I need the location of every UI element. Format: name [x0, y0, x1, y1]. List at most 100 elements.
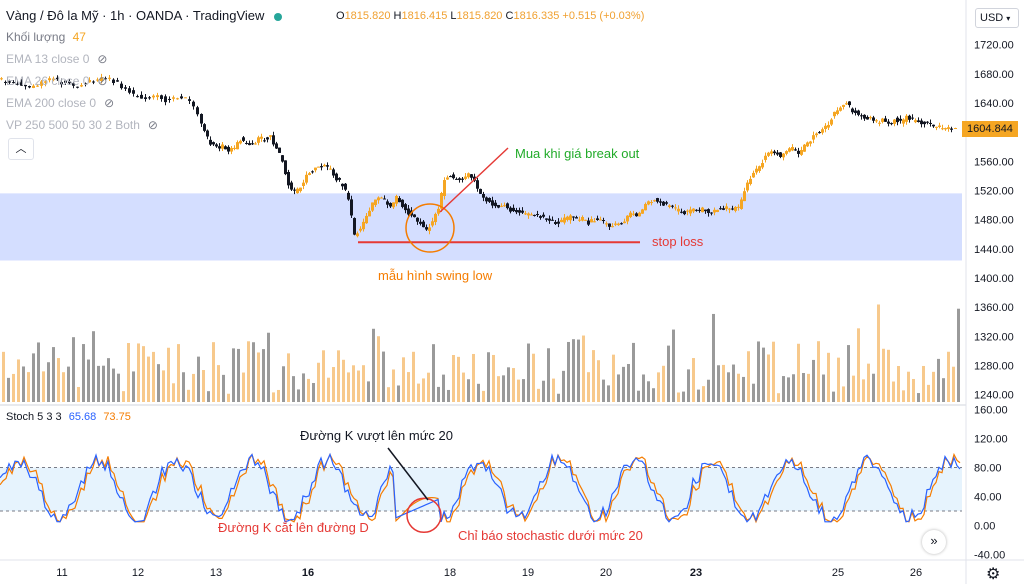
candle-body — [746, 182, 749, 191]
candle-body — [773, 151, 776, 154]
candle-body — [64, 80, 67, 83]
candle-body — [887, 121, 890, 124]
candle-body — [626, 215, 629, 222]
candle-body — [254, 143, 257, 145]
volume-bar — [127, 343, 130, 402]
volume-bar — [147, 356, 150, 402]
ema13-legend[interactable]: EMA 13 close 0 ⊘ — [6, 52, 107, 66]
volume-bar — [37, 342, 40, 402]
candle-body — [404, 204, 407, 211]
volume-bar — [832, 391, 835, 402]
candle-body — [236, 142, 239, 150]
candle-body — [257, 137, 260, 143]
candle-body — [944, 128, 947, 130]
candle-body — [833, 111, 836, 117]
volume-bar — [197, 356, 200, 402]
candle-body — [136, 96, 139, 98]
candle-body — [521, 210, 524, 213]
volume-bar — [722, 364, 725, 402]
market-status-dot-icon — [274, 12, 283, 21]
price-tick-label: 1640.00 — [974, 98, 1014, 110]
volume-bar — [287, 353, 290, 402]
candle-body — [692, 208, 695, 212]
candle-body — [120, 83, 123, 89]
volume-bar — [457, 356, 460, 402]
volume-bar — [337, 350, 340, 402]
volume-bar — [507, 367, 510, 402]
candle-body — [605, 223, 608, 225]
candle-body — [338, 177, 341, 180]
volume-bar — [482, 390, 485, 402]
volume-bar — [747, 351, 750, 402]
volume-bar — [262, 349, 265, 402]
volume-bar — [792, 374, 795, 402]
volume-legend[interactable]: Khối lượng 47 — [6, 30, 86, 44]
candle-body — [36, 85, 39, 87]
volume-bar — [272, 392, 275, 402]
volume-bar — [767, 354, 770, 402]
candle-body — [467, 173, 470, 178]
candle-body — [263, 140, 266, 142]
candle-body — [332, 169, 335, 176]
candle-body — [512, 207, 515, 212]
volume-legend-label: Khối lượng — [6, 30, 66, 44]
symbol-title[interactable]: Vàng / Đô la Mỹ · 1h · OANDA · TradingVi… — [6, 8, 283, 23]
hidden-eye-icon[interactable]: ⊘ — [97, 74, 108, 88]
candle-body — [266, 137, 269, 140]
candle-body — [275, 143, 278, 149]
volume-bar — [927, 384, 930, 402]
candle-body — [542, 214, 545, 217]
volume-bar — [707, 379, 710, 402]
candle-body — [791, 146, 794, 151]
candle-body — [587, 220, 590, 225]
volume-bar — [477, 383, 480, 402]
volume-bar — [7, 377, 10, 402]
volume-bar — [87, 359, 90, 402]
candle-body — [938, 125, 941, 127]
candle-body — [617, 223, 620, 226]
candle-body — [365, 215, 368, 224]
volume-bar — [942, 378, 945, 402]
volume-bar — [637, 390, 640, 402]
scroll-to-realtime-button[interactable]: » — [922, 530, 946, 554]
volume-bar — [292, 376, 295, 402]
vp-legend[interactable]: VP 250 500 50 30 2 Both ⊘ — [6, 118, 158, 132]
volume-bar — [12, 373, 15, 402]
volume-bar — [742, 376, 745, 402]
candle-body — [860, 115, 863, 117]
candle-body — [950, 128, 953, 130]
candle-body — [611, 226, 614, 228]
price-tick-label: 1240.00 — [974, 390, 1014, 402]
candle-body — [911, 117, 914, 119]
stoch-legend[interactable]: Stoch 5 3 3 65.68 73.75 — [6, 411, 131, 423]
ema26-legend[interactable]: EMA 26 close 0 ⊘ — [6, 74, 107, 88]
volume-bar — [57, 358, 60, 402]
candle-body — [422, 221, 425, 228]
volume-bar — [42, 371, 45, 402]
hidden-eye-icon[interactable]: ⊘ — [97, 52, 108, 66]
candle-body — [755, 168, 758, 173]
collapse-legend-button[interactable]: ︿ — [8, 138, 34, 160]
volume-bar — [357, 370, 360, 402]
volume-bar — [497, 376, 500, 402]
volume-bar — [627, 363, 630, 402]
candle-body — [209, 139, 212, 145]
hidden-eye-icon[interactable]: ⊘ — [147, 118, 158, 132]
hidden-eye-icon[interactable]: ⊘ — [104, 96, 115, 110]
last-price-badge: 1604.844 — [962, 121, 1018, 137]
gear-icon[interactable]: ⚙ — [986, 566, 1001, 583]
candle-body — [269, 135, 272, 137]
volume-bar — [882, 348, 885, 402]
ema200-legend[interactable]: EMA 200 close 0 ⊘ — [6, 96, 114, 110]
candle-body — [100, 77, 103, 82]
currency-select[interactable]: USD ▾ — [975, 8, 1019, 28]
candle-body — [413, 214, 416, 218]
chevron-down-icon: ▾ — [1006, 14, 1011, 23]
candle-body — [749, 178, 752, 185]
candle-body — [788, 148, 791, 152]
symbol-title-text: Vàng / Đô la Mỹ · 1h · OANDA · TradingVi… — [6, 8, 265, 23]
volume-bar — [527, 343, 530, 402]
volume-bar — [117, 373, 120, 402]
candle-body — [764, 155, 767, 160]
